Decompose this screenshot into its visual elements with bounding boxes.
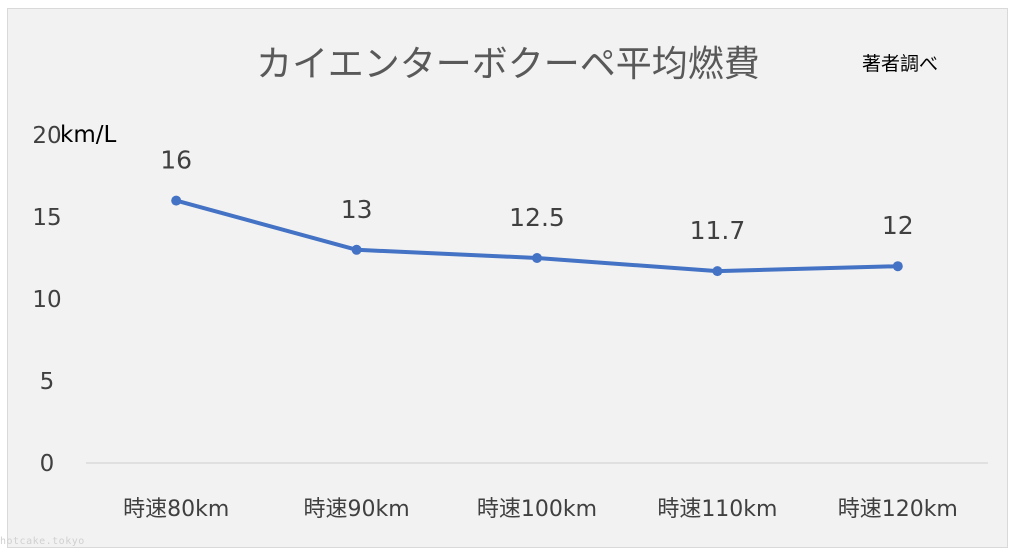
x-tick-label: 時速100km <box>477 497 597 522</box>
x-tick-label: 時速90km <box>304 497 410 522</box>
chart-source-note: 著者調べ <box>862 53 938 75</box>
data-label: 16 <box>160 146 192 175</box>
data-labels: 16 13 12.5 11.7 12 <box>160 146 913 246</box>
data-point <box>712 266 723 277</box>
y-axis-unit-label: km/L <box>60 122 116 148</box>
y-tick-label: 0 <box>40 451 55 477</box>
data-label: 11.7 <box>690 216 746 245</box>
data-points <box>171 195 903 277</box>
chart-frame <box>7 8 1008 548</box>
data-point <box>351 244 362 255</box>
y-axis-ticks: 0 5 10 15 20 <box>32 123 61 477</box>
y-tick-label: 10 <box>32 287 61 313</box>
x-tick-label: 時速110km <box>657 497 777 522</box>
x-tick-label: 時速80km <box>123 497 229 522</box>
data-point <box>171 195 182 206</box>
y-tick-label: 15 <box>32 205 61 231</box>
data-point <box>892 261 903 272</box>
chart-title: カイエンターボクーペ平均燃費 <box>256 44 760 85</box>
x-tick-label: 時速120km <box>838 497 958 522</box>
watermark: hotcake.tokyo <box>0 536 85 547</box>
x-axis-ticks: 時速80km 時速90km 時速100km 時速110km 時速120km <box>123 497 958 522</box>
y-tick-label: 20 <box>32 123 61 149</box>
data-label: 13 <box>341 195 373 224</box>
y-tick-label: 5 <box>40 369 55 395</box>
data-label: 12 <box>882 211 914 240</box>
data-label: 12.5 <box>509 203 565 232</box>
data-point <box>532 253 542 263</box>
